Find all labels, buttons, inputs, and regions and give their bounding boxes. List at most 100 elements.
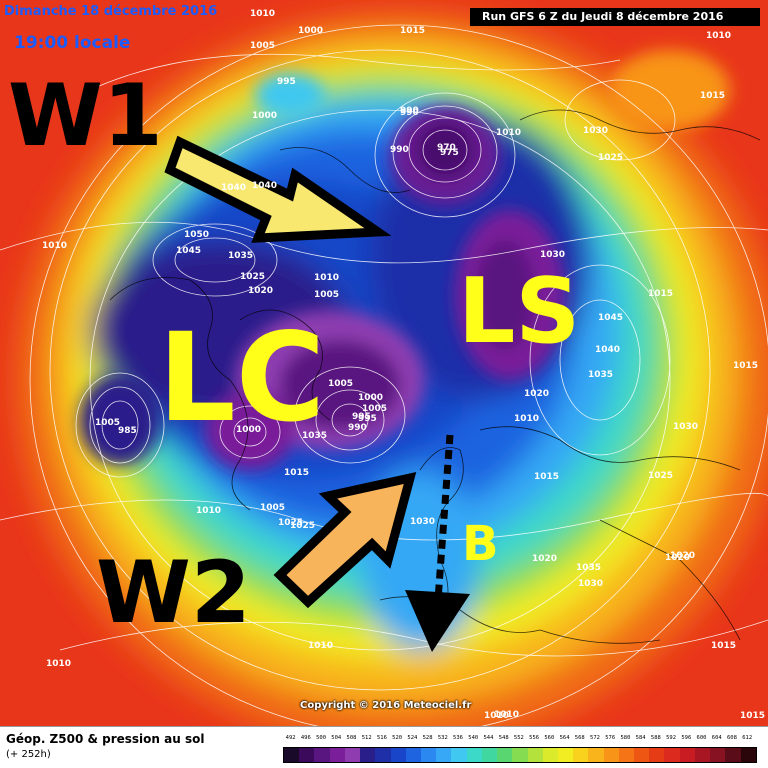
forecast-date: Dimanche 18 décembre 2016: [4, 4, 218, 19]
pressure-label: 990: [390, 145, 409, 155]
scale-value: 548: [498, 735, 509, 741]
pressure-label: 1025: [648, 471, 673, 481]
pressure-label: 1030: [410, 517, 435, 527]
w1-label: W1: [8, 66, 163, 166]
scale-swatch: [740, 748, 756, 762]
b-label: B: [462, 516, 499, 572]
pressure-label: 1015: [733, 361, 758, 371]
pressure-label: 1015: [700, 91, 725, 101]
scale-value: 600: [696, 735, 707, 741]
scale-swatch: [329, 748, 345, 762]
pressure-label: 1015: [284, 468, 309, 478]
pressure-label: 1010: [706, 31, 731, 41]
scale-swatch: [725, 748, 741, 762]
scale-swatch: [542, 748, 558, 762]
scale-value: 584: [635, 735, 646, 741]
scale-swatch: [710, 748, 726, 762]
scale-swatch: [481, 748, 498, 762]
pressure-label: 1035: [302, 431, 327, 441]
scale-value: 560: [544, 735, 555, 741]
pressure-label: 1010: [514, 414, 539, 424]
copyright-text: Copyright © 2016 Meteociel.fr: [300, 700, 472, 711]
coastlines: [109, 109, 761, 644]
scale-value: 516: [376, 735, 387, 741]
ls-label: LS: [458, 259, 580, 364]
pressure-label: 1030: [540, 250, 565, 260]
pressure-label: 1020: [248, 286, 273, 296]
legend-footer: Géop. Z500 & pression au sol (+ 252h) 49…: [0, 726, 768, 768]
pressure-label: 1020: [532, 554, 557, 564]
scale-swatch: [512, 748, 528, 762]
scale-swatch: [664, 748, 680, 762]
pressure-label: 970: [437, 143, 456, 153]
scale-swatch: [314, 748, 330, 762]
scale-value: 512: [361, 735, 372, 741]
pressure-label: 1035: [576, 563, 601, 573]
scale-value: 532: [437, 735, 448, 741]
pressure-label: 990: [400, 108, 419, 118]
color-scale-values: 492 496 500 504 508 512 516 520 524 528 532 536 540 5…: [283, 735, 755, 745]
scale-value: 596: [681, 735, 692, 741]
pressure-label: 990: [400, 106, 419, 116]
legend-title: Géop. Z500 & pression au sol: [6, 732, 205, 746]
color-scale-bar: [283, 747, 757, 763]
pressure-label: 995: [277, 77, 296, 87]
pressure-label: 1005: [328, 379, 353, 389]
scale-value: 608: [726, 735, 737, 741]
scale-value: 576: [605, 735, 616, 741]
scale-swatch: [390, 748, 406, 762]
pressure-label: 1010: [196, 506, 221, 516]
scale-swatch: [618, 748, 635, 762]
scale-swatch: [679, 748, 695, 762]
pressure-label: 1040: [595, 345, 620, 355]
pressure-label: 1000: [252, 111, 277, 121]
pressure-label: 1015: [648, 289, 673, 299]
scale-value: 556: [529, 735, 540, 741]
pressure-label: 990: [348, 423, 367, 433]
pressure-label: 1000: [358, 393, 383, 403]
w1-arrow: [164, 135, 392, 243]
pressure-label: 995: [358, 414, 377, 424]
lc-label: LC: [158, 307, 325, 449]
pressure-label: 1010: [46, 659, 71, 669]
scale-value: 496: [300, 735, 311, 741]
scale-value: 508: [346, 735, 357, 741]
forecast-time: 19:00 locale: [14, 33, 131, 53]
w2-label: W2: [96, 543, 251, 643]
pressure-label: 1050: [184, 230, 209, 240]
scale-value: 568: [574, 735, 585, 741]
scale-value: 612: [742, 735, 753, 741]
scale-value: 492: [285, 735, 296, 741]
pressure-label: 1010: [250, 9, 275, 19]
scale-value: 572: [590, 735, 600, 741]
pressure-label: 1040: [252, 181, 277, 191]
pressure-label: 1030: [583, 126, 608, 136]
pressure-label: 1045: [598, 313, 623, 323]
scale-swatch: [649, 748, 665, 762]
pressure-label: 1010: [496, 128, 521, 138]
pressure-label: 1010: [494, 710, 519, 720]
pressure-label: 1040: [221, 183, 246, 193]
legend-lead-time: (+ 252h): [6, 749, 51, 760]
scale-swatch: [420, 748, 437, 762]
pressure-label: 985: [118, 426, 137, 436]
scale-swatch: [634, 748, 650, 762]
pressure-label: 1035: [588, 370, 613, 380]
pressure-label: 1025: [598, 153, 623, 163]
pressure-label: 1000: [298, 26, 323, 36]
pressure-label: 1005: [250, 41, 275, 51]
pressure-label: 1005: [362, 404, 387, 414]
pressure-label: 1030: [578, 579, 603, 589]
scale-swatch: [284, 748, 300, 762]
scale-value: 540: [468, 735, 479, 741]
w2-arrow: [273, 472, 417, 609]
scale-swatch: [451, 748, 467, 762]
pressure-label: 1015: [534, 472, 559, 482]
pressure-label: 1010: [484, 711, 509, 721]
scale-value: 500: [316, 735, 327, 741]
scale-swatch: [694, 748, 711, 762]
pressure-label: 1015: [740, 711, 765, 721]
